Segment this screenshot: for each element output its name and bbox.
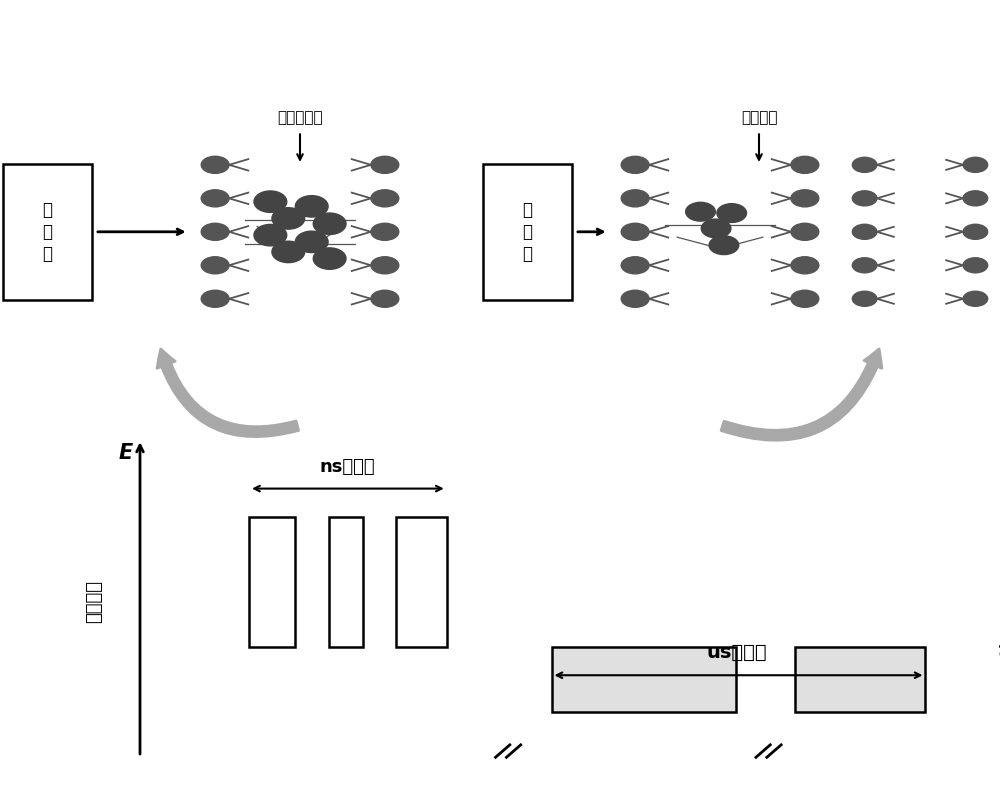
Ellipse shape bbox=[371, 257, 399, 274]
Ellipse shape bbox=[295, 231, 328, 253]
Ellipse shape bbox=[791, 157, 819, 173]
Ellipse shape bbox=[272, 208, 305, 229]
Ellipse shape bbox=[963, 190, 988, 206]
Ellipse shape bbox=[686, 202, 715, 221]
Ellipse shape bbox=[717, 204, 747, 223]
Ellipse shape bbox=[963, 291, 988, 306]
FancyBboxPatch shape bbox=[483, 164, 572, 300]
Ellipse shape bbox=[852, 291, 877, 306]
Ellipse shape bbox=[791, 190, 819, 207]
Text: us级脉冲: us级脉冲 bbox=[706, 643, 767, 663]
Ellipse shape bbox=[621, 257, 649, 274]
Ellipse shape bbox=[963, 224, 988, 239]
Text: E: E bbox=[119, 443, 133, 464]
Ellipse shape bbox=[371, 224, 399, 240]
Text: 细
胞
膜: 细 胞 膜 bbox=[42, 201, 52, 263]
Text: ns级脉冲: ns级脉冲 bbox=[320, 457, 375, 475]
Polygon shape bbox=[329, 517, 363, 647]
Ellipse shape bbox=[313, 248, 346, 269]
Ellipse shape bbox=[852, 157, 877, 172]
Ellipse shape bbox=[791, 257, 819, 274]
Ellipse shape bbox=[201, 157, 229, 173]
Polygon shape bbox=[396, 517, 447, 647]
Ellipse shape bbox=[272, 241, 305, 263]
Ellipse shape bbox=[791, 224, 819, 240]
Ellipse shape bbox=[621, 224, 649, 240]
Ellipse shape bbox=[371, 290, 399, 307]
Ellipse shape bbox=[621, 190, 649, 207]
Ellipse shape bbox=[201, 190, 229, 207]
Ellipse shape bbox=[701, 219, 731, 238]
Ellipse shape bbox=[201, 224, 229, 240]
Ellipse shape bbox=[621, 290, 649, 307]
Text: 脉冲幅值: 脉冲幅值 bbox=[85, 580, 103, 623]
Ellipse shape bbox=[371, 190, 399, 207]
Ellipse shape bbox=[254, 191, 287, 212]
Polygon shape bbox=[552, 647, 736, 711]
Text: 超穿孔产生: 超穿孔产生 bbox=[277, 109, 323, 124]
Ellipse shape bbox=[709, 236, 739, 254]
Ellipse shape bbox=[852, 224, 877, 239]
Ellipse shape bbox=[852, 258, 877, 273]
Polygon shape bbox=[795, 647, 925, 711]
Text: 细
胞
膜: 细 胞 膜 bbox=[522, 201, 532, 263]
Ellipse shape bbox=[621, 157, 649, 173]
Ellipse shape bbox=[201, 257, 229, 274]
Text: t: t bbox=[997, 641, 1000, 660]
Text: 微孔发展: 微孔发展 bbox=[741, 109, 777, 124]
Ellipse shape bbox=[254, 224, 287, 246]
Ellipse shape bbox=[371, 157, 399, 173]
FancyArrowPatch shape bbox=[721, 349, 882, 440]
Ellipse shape bbox=[791, 290, 819, 307]
Ellipse shape bbox=[963, 258, 988, 273]
Ellipse shape bbox=[852, 190, 877, 206]
Polygon shape bbox=[249, 517, 295, 647]
Ellipse shape bbox=[201, 290, 229, 307]
Ellipse shape bbox=[295, 196, 328, 217]
FancyArrowPatch shape bbox=[157, 349, 299, 437]
Ellipse shape bbox=[963, 157, 988, 172]
Ellipse shape bbox=[313, 213, 346, 235]
FancyBboxPatch shape bbox=[3, 164, 92, 300]
